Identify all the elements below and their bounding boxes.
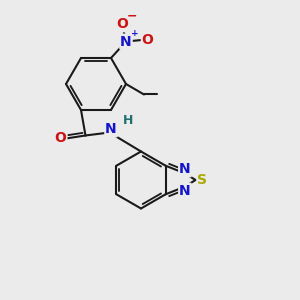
Text: N: N [120, 34, 132, 49]
Text: N: N [179, 163, 190, 176]
Text: +: + [131, 29, 139, 38]
Text: −: − [127, 9, 137, 22]
Text: H: H [123, 114, 134, 127]
Text: N: N [179, 184, 190, 197]
Text: S: S [197, 173, 207, 187]
Text: O: O [142, 33, 154, 47]
Text: O: O [116, 17, 128, 32]
Text: N: N [105, 122, 117, 136]
Text: O: O [55, 131, 67, 146]
